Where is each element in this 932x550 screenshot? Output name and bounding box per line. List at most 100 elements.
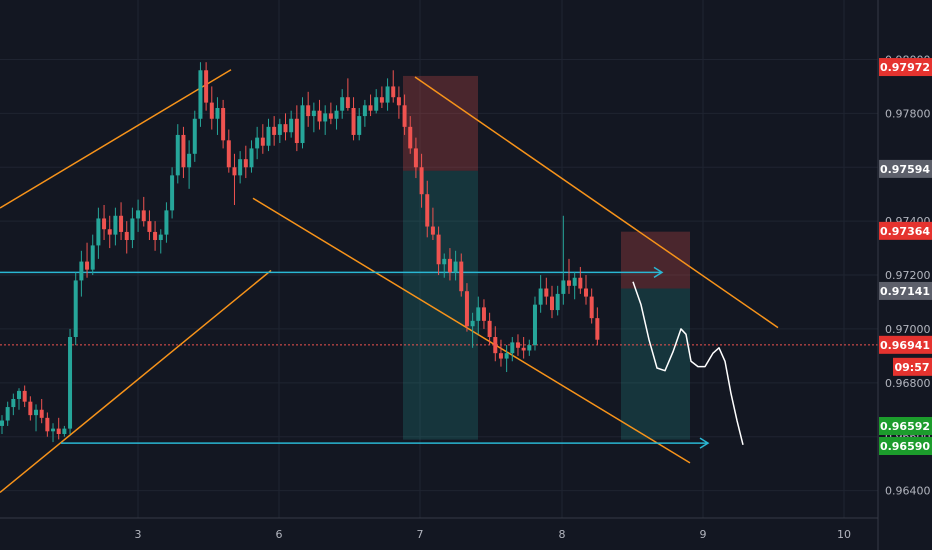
candle-body xyxy=(362,105,367,117)
candle-body xyxy=(34,409,39,416)
ray-arrowhead xyxy=(653,266,664,278)
price-tag-label: 0.97364 xyxy=(880,225,930,238)
candle-body xyxy=(510,342,515,354)
candle-body xyxy=(153,231,158,241)
price-tag-label: 0.96592 xyxy=(880,420,930,433)
price-tag-box xyxy=(879,417,932,435)
candle-body xyxy=(436,234,441,265)
candle-body xyxy=(532,304,537,346)
candle-body xyxy=(272,126,277,135)
candle-body xyxy=(385,86,390,103)
candle-body xyxy=(351,107,356,135)
y-tick-label: 0.96800 xyxy=(885,377,931,390)
candle-body xyxy=(119,215,124,232)
candle-body xyxy=(289,118,294,133)
stop-loss-zone xyxy=(621,231,690,289)
candle-body xyxy=(379,97,384,103)
price-tag-box xyxy=(879,281,932,300)
x-tick-label: 7 xyxy=(417,528,424,541)
candle-body xyxy=(136,210,141,219)
candle-body xyxy=(578,277,583,289)
y-tick-label: 0.97000 xyxy=(885,323,931,336)
x-tick-label: 3 xyxy=(135,528,142,541)
candle-body xyxy=(368,105,373,111)
candle-body xyxy=(107,229,112,235)
candle-body xyxy=(396,97,401,106)
position-zones xyxy=(403,75,690,440)
trendline xyxy=(414,76,779,329)
candle-body xyxy=(589,296,594,319)
candle-body xyxy=(102,218,107,230)
price-tag-box xyxy=(879,58,932,77)
x-tick-label: 8 xyxy=(559,528,566,541)
candle-body xyxy=(79,261,84,281)
price-tag-label: 0.96941 xyxy=(880,339,930,352)
candle-body xyxy=(147,221,152,232)
candle-body xyxy=(453,261,458,273)
candle-body xyxy=(402,105,407,127)
candle-body xyxy=(238,159,243,176)
candle-body xyxy=(209,102,214,119)
candle-body xyxy=(164,210,169,235)
candle-body xyxy=(277,124,282,135)
candle-body xyxy=(249,148,254,168)
candle-body xyxy=(300,105,305,144)
x-tick-label: 9 xyxy=(700,528,707,541)
price-tag-label: 0.97972 xyxy=(880,61,930,74)
candle-body xyxy=(0,420,4,426)
trendline xyxy=(0,269,272,494)
candle-body xyxy=(464,291,469,327)
x-tick-label: 6 xyxy=(276,528,283,541)
candle-body xyxy=(158,234,163,241)
candle-body xyxy=(549,296,554,311)
candle-body xyxy=(430,226,435,235)
candle-body xyxy=(357,116,362,135)
candle-body xyxy=(419,167,424,195)
projection-line xyxy=(632,281,744,445)
price-tag-label: 0.97141 xyxy=(880,285,930,298)
candle-body xyxy=(28,401,33,416)
candle-body xyxy=(442,258,447,265)
candle-body xyxy=(374,97,379,111)
candle-body xyxy=(198,70,203,119)
candle-body xyxy=(311,110,316,117)
x-axis-ticks: 3 6 7 8 9 10 xyxy=(135,528,852,541)
candle-body xyxy=(221,107,226,141)
candle-body xyxy=(90,245,95,270)
candle-body xyxy=(51,428,56,432)
price-tags: 0.97972 0.97594 0.97364 0.97141 0.96941 0.965… xyxy=(879,58,932,455)
candle-body xyxy=(425,194,430,227)
candle-body xyxy=(294,118,299,144)
candle-body xyxy=(175,134,180,176)
candle-body xyxy=(73,280,78,338)
candle-body xyxy=(408,126,413,149)
candle-body xyxy=(567,280,571,286)
candle-body xyxy=(187,153,192,168)
trend-lines xyxy=(0,69,878,494)
candle-body xyxy=(544,288,549,297)
x-tick-label: 10 xyxy=(837,528,851,541)
candle-body xyxy=(323,113,328,122)
candle-body xyxy=(124,231,129,241)
candle-body xyxy=(561,280,566,294)
price-tag-box xyxy=(879,437,932,455)
candle-body xyxy=(328,113,333,119)
candles xyxy=(0,62,600,443)
candle-body xyxy=(204,70,209,103)
candle-body xyxy=(595,318,600,340)
candle-body xyxy=(487,320,492,338)
candle-body xyxy=(498,353,503,359)
projection-path xyxy=(632,281,744,445)
price-tag-label: 0.97594 xyxy=(880,163,930,176)
candle-body xyxy=(493,337,498,354)
candle-body xyxy=(243,159,248,168)
candle-body xyxy=(255,137,260,149)
candle-body xyxy=(555,293,560,311)
countdown-box xyxy=(893,357,932,376)
candle-body xyxy=(56,428,61,435)
candle-body xyxy=(170,175,175,211)
candle-body xyxy=(345,97,350,108)
y-tick-label: 0.97200 xyxy=(885,269,931,282)
candle-body xyxy=(181,134,186,168)
